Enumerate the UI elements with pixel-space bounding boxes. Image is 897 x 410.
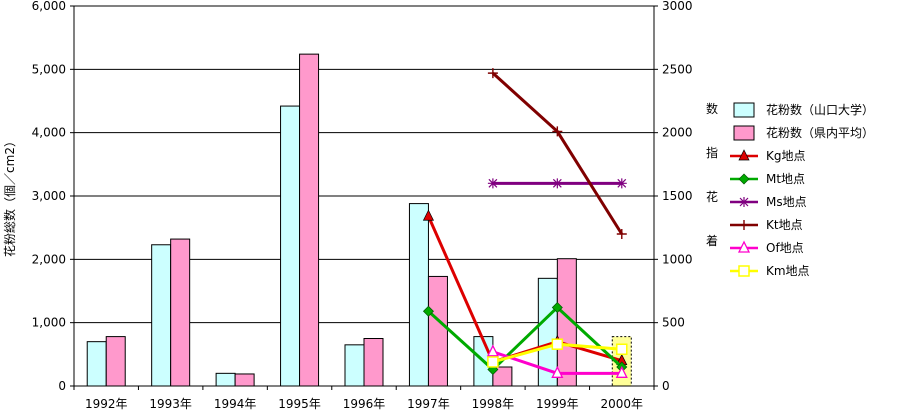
point	[487, 356, 499, 368]
point	[422, 209, 435, 221]
tick-label: 500	[662, 316, 685, 330]
tick-label: 0	[662, 379, 670, 393]
point	[551, 301, 563, 313]
point	[616, 343, 628, 356]
tick-label: 1500	[662, 189, 693, 203]
point	[739, 197, 749, 207]
point	[739, 220, 749, 230]
tick-label: 1999年	[536, 397, 579, 410]
tick-label: 1996年	[343, 397, 386, 410]
series-Mt地点	[422, 301, 628, 376]
tick-label: 1000	[662, 252, 693, 266]
tick-label: 2,000	[32, 252, 66, 266]
point	[737, 240, 751, 253]
right-axis-title-char: 数	[706, 101, 718, 116]
left-axis-title-text: 花粉総数（個／cm2）	[2, 135, 17, 257]
bar	[151, 244, 172, 387]
tick-label: 1993年	[149, 397, 192, 410]
point	[486, 344, 499, 357]
point	[615, 365, 628, 378]
legend-item: Of地点	[730, 240, 804, 255]
tick-label: 1,000	[32, 316, 66, 330]
point	[552, 178, 563, 189]
tick-label: 5,000	[32, 62, 66, 76]
point	[487, 68, 498, 79]
legend-item: Kg地点	[730, 149, 806, 163]
bars	[86, 53, 632, 387]
legend-swatch	[733, 102, 755, 118]
tick-label: 1994年	[214, 397, 257, 410]
point	[552, 126, 563, 137]
tick-label: 3,000	[32, 189, 66, 203]
tick-label: 1997年	[407, 397, 450, 410]
tick-label: 1998年	[472, 397, 515, 410]
legend-label: Of地点	[766, 241, 804, 255]
bar	[363, 338, 384, 387]
series-Of地点	[486, 344, 628, 378]
right-axis-title-char: 指	[706, 145, 718, 160]
right-axis-ticks: 0 500 1000 1500 2000 2500 3000	[654, 0, 693, 393]
bar	[86, 341, 107, 387]
legend: 花粉数（山口大学） 花粉数（県内平均） Kg地点 Mt地点 Ms地点 Kt地点 Of地点 Km…	[730, 102, 874, 278]
legend-label: 花粉数（山口大学）	[766, 102, 874, 117]
tick-label: 1995年	[278, 397, 321, 410]
series-Kt地点	[487, 68, 627, 239]
bar	[427, 275, 448, 387]
point	[738, 265, 750, 277]
tick-label: 6,000	[32, 0, 66, 13]
bar	[215, 372, 236, 387]
line-series	[422, 68, 628, 378]
left-axis-title: 花粉総数（個／cm2）	[2, 135, 17, 257]
point	[738, 173, 750, 185]
bar	[344, 344, 365, 387]
tick-label: 2500	[662, 62, 693, 76]
point	[616, 178, 627, 189]
bar	[299, 53, 320, 387]
bar	[408, 203, 429, 387]
series-Km地点	[487, 338, 628, 368]
series-Ms地点	[487, 178, 627, 189]
x-axis-ticks: 1992年 1993年 1994年 1995年 1996年 1997年 1998年 1999年…	[73, 386, 655, 410]
point	[551, 338, 564, 350]
legend-item: 花粉数（山口大学）	[733, 102, 874, 118]
legend-item: 花粉数（県内平均）	[733, 125, 874, 141]
legend-item: Ms地点	[730, 195, 807, 209]
right-axis-title-char: 着	[706, 233, 718, 248]
bar	[170, 238, 191, 387]
point	[616, 229, 627, 239]
series-line	[427, 305, 623, 372]
point	[422, 305, 434, 317]
point	[487, 178, 498, 189]
right-axis-title-char: 花	[706, 189, 718, 204]
tick-label: 3000	[662, 0, 693, 13]
legend-label: 花粉数（県内平均）	[766, 125, 874, 140]
legend-label: Kg地点	[766, 149, 806, 163]
bar	[105, 336, 126, 387]
series-line	[491, 72, 624, 235]
point	[551, 365, 564, 378]
tick-label: 0	[58, 379, 66, 393]
bar	[234, 373, 255, 387]
legend-label: Mt地点	[766, 172, 805, 186]
legend-label: Kt地点	[766, 218, 803, 232]
tick-label: 2000	[662, 126, 693, 140]
legend-item: Kt地点	[730, 218, 803, 232]
legend-item: Km地点	[730, 264, 810, 278]
legend-swatch	[733, 125, 755, 141]
point	[738, 149, 750, 161]
tick-label: 2000年	[601, 397, 644, 410]
bar	[280, 105, 301, 387]
legend-item: Mt地点	[730, 172, 805, 186]
tick-label: 1992年	[85, 397, 128, 410]
left-axis-ticks: 0 1,000 2,000 3,000 4,000 5,000 6,000	[32, 0, 74, 393]
legend-label: Km地点	[766, 264, 810, 278]
tick-label: 4,000	[32, 126, 66, 140]
legend-label: Ms地点	[766, 195, 807, 209]
